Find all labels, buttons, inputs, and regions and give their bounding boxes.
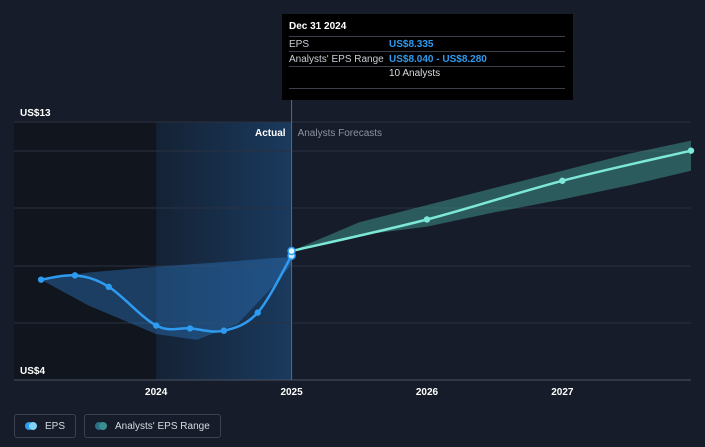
actual-eps-point [37,276,45,283]
actual-eps-point [186,325,194,332]
forecast-eps-point [687,147,695,154]
tooltip: Dec 31 2024 EPS US$8.335 Analysts' EPS R… [282,14,573,100]
actual-eps-point [152,322,160,329]
actual-eps-point [220,327,228,334]
actual-label: Actual [255,128,286,139]
actual-eps-point [254,309,261,316]
tooltip-row-analysts: 10 Analysts [289,66,565,89]
forecast-eps-point [287,246,296,256]
tooltip-range-value: US$8.040 - US$8.280 [389,53,487,65]
tooltip-eps-value: US$8.335 [389,38,434,50]
legend-item-eps-range[interactable]: Analysts' EPS Range [84,414,221,438]
legend-label-eps: EPS [45,420,66,432]
actual-eps-point [71,272,79,279]
x-tick-label: 2025 [280,387,303,398]
forecast-label: Analysts Forecasts [298,128,382,139]
x-tick-label: 2027 [551,387,574,398]
forecast-eps-point [559,177,566,184]
legend-label-eps-range: Analysts' EPS Range [115,420,210,432]
forecast-eps-point [423,216,431,223]
tooltip-row-eps: EPS US$8.335 [289,36,565,51]
actual-eps-range-area [41,257,292,340]
tooltip-analysts: 10 Analysts [389,68,441,79]
forecast-eps-range-area [291,140,691,251]
legend: EPS Analysts' EPS Range [14,414,221,438]
eps-range-legend-icon [95,422,108,430]
x-tick-label: 2026 [416,387,439,398]
y-axis-bottom-label: US$4 [20,366,45,377]
x-tick-label: 2024 [145,387,168,398]
legend-item-eps[interactable]: EPS [14,414,77,438]
tooltip-range-label: Analysts' EPS Range [289,53,384,65]
highlight-band [156,122,292,380]
tooltip-eps-label: EPS [289,38,310,50]
y-axis-top-label: US$13 [20,108,51,119]
actual-eps-point [105,283,112,291]
eps-legend-icon [25,422,37,430]
tooltip-date: Dec 31 2024 [289,21,347,32]
tooltip-row-range: Analysts' EPS Range US$8.040 - US$8.280 [289,51,565,66]
forecast-eps-line [291,149,692,253]
